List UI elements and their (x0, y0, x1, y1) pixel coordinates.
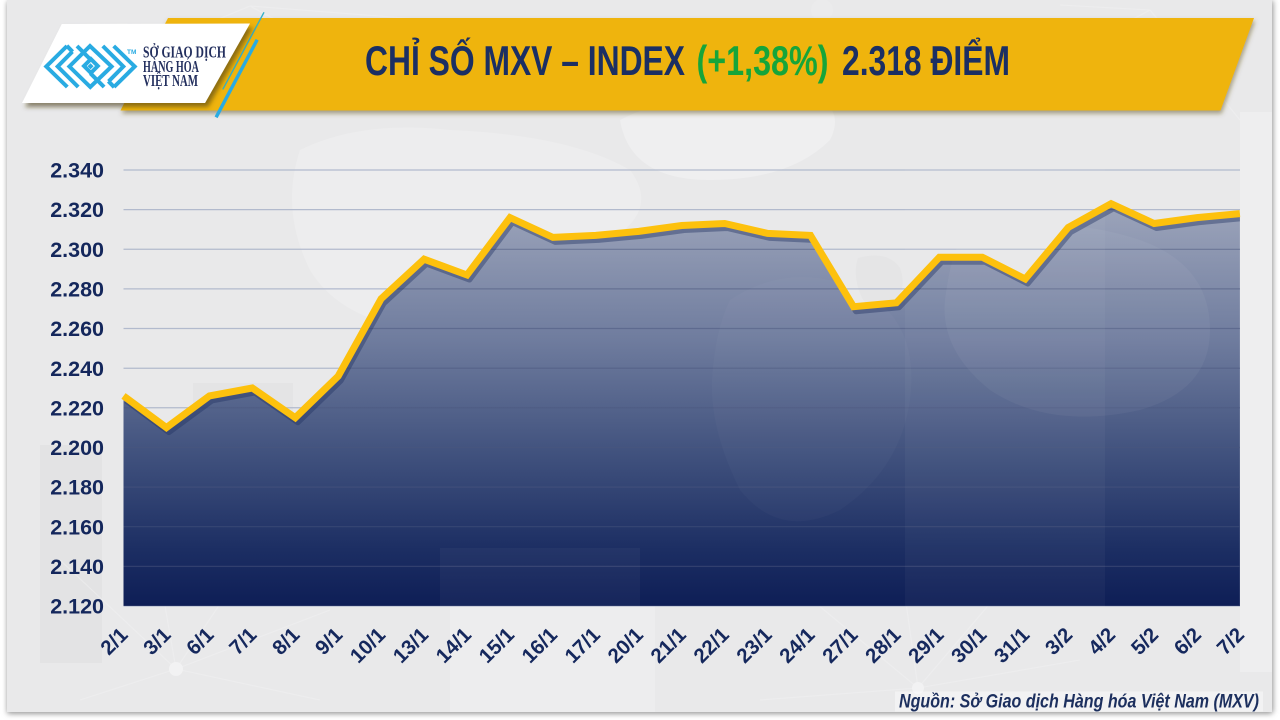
svg-text:2.260: 2.260 (50, 317, 104, 341)
svg-text:28/1: 28/1 (861, 623, 905, 667)
svg-text:VIỆT NAM: VIỆT NAM (143, 71, 198, 90)
svg-text:CHỈ SỐ MXV – INDEX: CHỈ SỐ MXV – INDEX (365, 37, 685, 84)
svg-text:(+1,38%): (+1,38%) (697, 37, 829, 84)
svg-text:2.280: 2.280 (50, 278, 104, 302)
svg-text:13/1: 13/1 (389, 623, 433, 667)
svg-text:22/1: 22/1 (689, 623, 733, 667)
svg-text:HÀNG HÓA: HÀNG HÓA (143, 57, 199, 76)
svg-text:2.300: 2.300 (50, 238, 104, 262)
svg-text:2.160: 2.160 (50, 515, 104, 539)
svg-text:23/1: 23/1 (732, 623, 776, 667)
svg-text:6/2: 6/2 (1170, 623, 1206, 659)
svg-text:2.340: 2.340 (50, 159, 104, 183)
svg-text:9/1: 9/1 (311, 623, 347, 659)
svg-text:2.318 ĐIỂM: 2.318 ĐIỂM (842, 37, 1010, 84)
svg-text:8/1: 8/1 (268, 623, 304, 659)
svg-text:2.140: 2.140 (50, 555, 104, 579)
svg-text:SỞ GIAO DỊCH: SỞ GIAO DỊCH (143, 43, 226, 62)
svg-text:2.120: 2.120 (50, 595, 104, 619)
svg-text:3/1: 3/1 (139, 623, 175, 659)
svg-text:2.200: 2.200 (50, 436, 104, 460)
svg-text:10/1: 10/1 (346, 623, 390, 667)
svg-text:5/2: 5/2 (1127, 623, 1163, 659)
svg-text:27/1: 27/1 (818, 623, 862, 667)
svg-text:2.240: 2.240 (50, 357, 104, 381)
svg-text:2.320: 2.320 (50, 198, 104, 222)
svg-text:6/1: 6/1 (182, 623, 218, 659)
svg-text:2.180: 2.180 (50, 476, 104, 500)
svg-text:TM: TM (127, 49, 136, 56)
svg-text:2.220: 2.220 (50, 396, 104, 420)
svg-text:Nguồn: Sở Giao dịch Hàng hóa V: Nguồn: Sở Giao dịch Hàng hóa Việt Nam (M… (899, 691, 1259, 713)
svg-text:24/1: 24/1 (775, 623, 819, 667)
svg-text:7/1: 7/1 (225, 623, 261, 659)
